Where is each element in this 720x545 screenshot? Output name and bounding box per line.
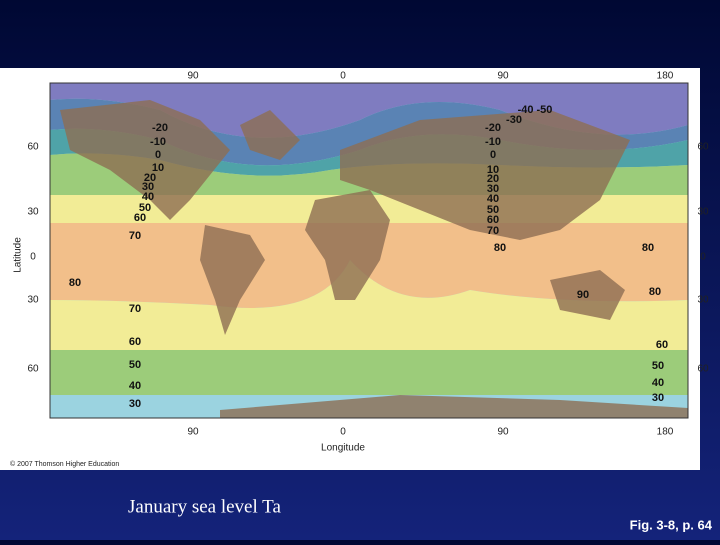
isotherm-label: 40: [652, 377, 664, 389]
isotherm-label: 40: [142, 191, 154, 203]
bottom-tick-label: 90: [187, 427, 199, 438]
land: [60, 100, 688, 418]
isotherm-label: -20: [485, 122, 501, 134]
figure-ref: Fig. 3-8, p. 64: [630, 517, 713, 532]
isotherm-label: 50: [652, 360, 664, 372]
isotherm-label: 50: [487, 204, 499, 216]
isotherm-label: 0: [155, 149, 161, 161]
isotherm-label: 60: [134, 212, 146, 224]
left-tick-label: 60: [27, 142, 39, 153]
x-axis-label: Longitude: [321, 443, 365, 454]
y-axis-label: Latitude: [13, 237, 24, 273]
isotherm-label: 70: [129, 230, 141, 242]
isotherm-label: 70: [487, 225, 499, 237]
top-tick-label: 180: [657, 71, 674, 82]
caption: January sea level Ta: [128, 496, 281, 517]
isotherm-label: -10: [150, 136, 166, 148]
isotherm-label: 20: [144, 172, 156, 184]
left-tick-label: 30: [27, 295, 39, 306]
bottom-tick-label: 180: [657, 427, 674, 438]
isotherm-label: 90: [577, 289, 589, 301]
isotherm-label: 30: [129, 398, 141, 410]
isotherm-label: 40: [129, 380, 141, 392]
bottom-tick-label: 90: [497, 427, 509, 438]
isotherm-label: 60: [129, 336, 141, 348]
map-frame: [49, 82, 689, 419]
isotherm-label: -40 -50: [518, 104, 553, 116]
right-tick-label: 30: [697, 295, 709, 306]
credit: © 2007 Thomson Higher Education: [10, 460, 119, 468]
isotherm-label: 80: [494, 242, 506, 254]
isotherm-label: 20: [487, 173, 499, 185]
isotherm-label: 50: [129, 359, 141, 371]
isotherm-label: 30: [652, 392, 664, 404]
top-tick-label: 90: [187, 71, 199, 82]
isotherm-label: 70: [129, 303, 141, 315]
top-tick-label: 0: [340, 71, 346, 82]
right-tick-label: 60: [697, 364, 709, 375]
isotherm-label: 0: [490, 149, 496, 161]
right-tick-label: 60: [697, 142, 709, 153]
isotherm-label: 80: [69, 277, 81, 289]
right-tick-label: 30: [697, 207, 709, 218]
bottom-tick-label: 0: [340, 427, 346, 438]
isotherm-label: 60: [487, 214, 499, 226]
isotherm-label: 80: [642, 242, 654, 254]
isotherm-label: 50: [139, 202, 151, 214]
isotherm-label: 10: [487, 164, 499, 176]
isotherm-label: -10: [485, 136, 501, 148]
left-tick-label: 30: [27, 207, 39, 218]
isotherm-label: 10: [152, 162, 164, 174]
isotherm-label: 60: [656, 339, 668, 351]
isotherm-label: 40: [487, 193, 499, 205]
top-tick-label: 90: [497, 71, 509, 82]
isotherm-label: 30: [487, 183, 499, 195]
isotherm-label: 30: [142, 181, 154, 193]
left-tick-label: 0: [30, 252, 36, 263]
right-tick-label: 0: [700, 252, 706, 263]
isotherm-label: -30: [506, 114, 522, 126]
left-tick-label: 60: [27, 364, 39, 375]
isotherm-label: 80: [649, 286, 661, 298]
isotherm-label: -20: [152, 122, 168, 134]
